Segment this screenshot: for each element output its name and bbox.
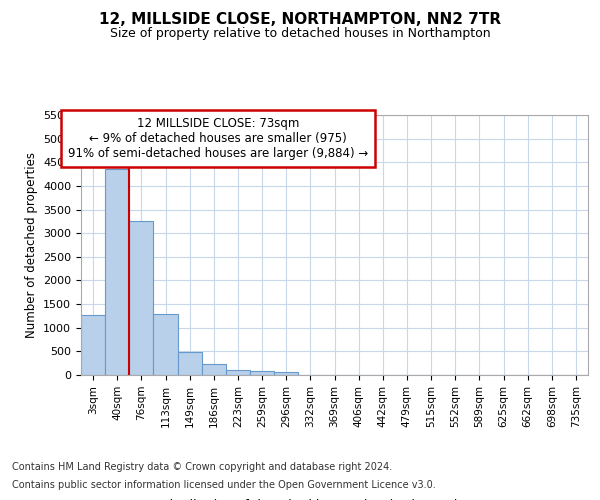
Text: 12, MILLSIDE CLOSE, NORTHAMPTON, NN2 7TR: 12, MILLSIDE CLOSE, NORTHAMPTON, NN2 7TR bbox=[99, 12, 501, 28]
Bar bbox=[129, 222, 154, 375]
Bar bbox=[274, 372, 298, 375]
Bar bbox=[178, 352, 202, 375]
Bar bbox=[250, 371, 274, 375]
Y-axis label: Number of detached properties: Number of detached properties bbox=[25, 152, 38, 338]
Text: Size of property relative to detached houses in Northampton: Size of property relative to detached ho… bbox=[110, 28, 490, 40]
X-axis label: Distribution of detached houses by size in Northampton: Distribution of detached houses by size … bbox=[160, 499, 509, 500]
Text: Contains public sector information licensed under the Open Government Licence v3: Contains public sector information licen… bbox=[12, 480, 436, 490]
Bar bbox=[226, 370, 250, 375]
Bar bbox=[154, 314, 178, 375]
Text: Contains HM Land Registry data © Crown copyright and database right 2024.: Contains HM Land Registry data © Crown c… bbox=[12, 462, 392, 472]
Bar bbox=[81, 315, 105, 375]
Bar bbox=[202, 364, 226, 375]
Text: 12 MILLSIDE CLOSE: 73sqm
← 9% of detached houses are smaller (975)
91% of semi-d: 12 MILLSIDE CLOSE: 73sqm ← 9% of detache… bbox=[68, 117, 368, 160]
Bar bbox=[105, 170, 129, 375]
